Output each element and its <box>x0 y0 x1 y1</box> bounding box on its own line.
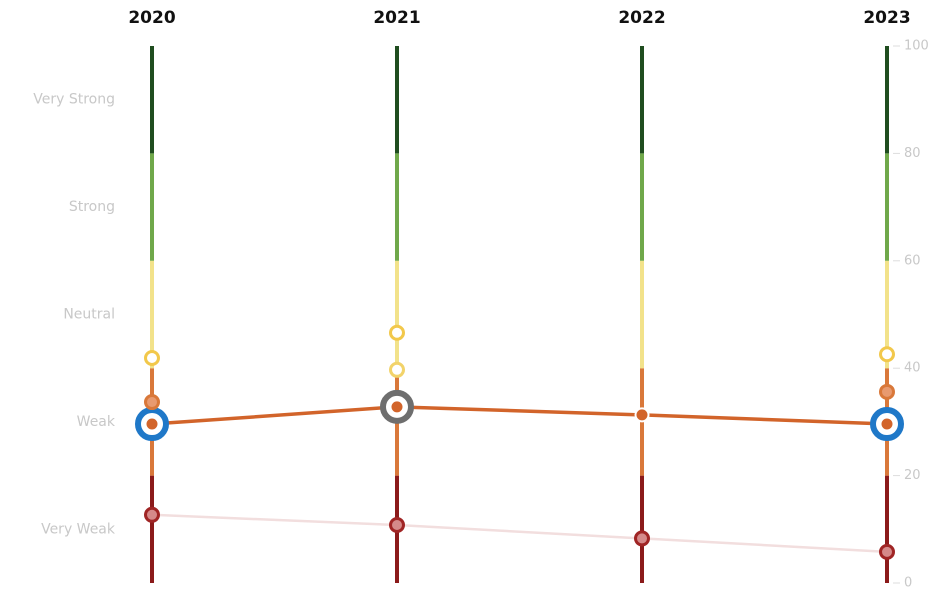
point <box>144 349 160 366</box>
year-label: 2023 <box>863 8 910 28</box>
point <box>634 530 650 547</box>
band-label: Very Strong <box>33 92 115 108</box>
y2-tick-label: 60 <box>904 253 921 268</box>
point <box>879 416 895 432</box>
point <box>879 543 895 560</box>
point <box>144 506 160 523</box>
point <box>389 324 405 341</box>
point <box>634 407 650 423</box>
y2-tick-label: 0 <box>904 576 912 591</box>
series-line <box>151 513 888 554</box>
series-line <box>151 405 888 426</box>
band-label: Very Weak <box>41 521 116 537</box>
y2-tick-label: 20 <box>904 468 921 483</box>
point <box>389 399 405 415</box>
point <box>879 346 895 363</box>
y2-tick-label: 80 <box>904 146 921 161</box>
point <box>144 416 160 432</box>
year-label: 2021 <box>373 8 420 28</box>
y2-tick-label: 100 <box>904 39 929 54</box>
y2-tick-label: 40 <box>904 361 921 376</box>
point <box>879 383 895 400</box>
point <box>144 394 160 411</box>
year-label: 2020 <box>128 8 175 28</box>
point <box>389 517 405 534</box>
year-label: 2022 <box>618 8 665 28</box>
band-label: Neutral <box>63 307 115 323</box>
band-label: Weak <box>77 414 116 430</box>
band-label: Strong <box>69 199 115 215</box>
point <box>389 361 405 378</box>
